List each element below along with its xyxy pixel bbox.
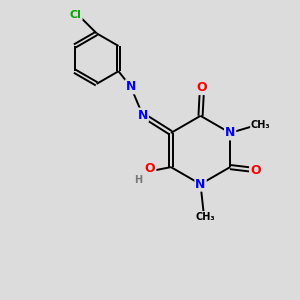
Text: CH₃: CH₃ xyxy=(195,212,215,222)
Text: O: O xyxy=(250,164,261,177)
Text: N: N xyxy=(126,80,136,93)
Text: O: O xyxy=(197,81,207,94)
Text: N: N xyxy=(137,109,148,122)
Text: Cl: Cl xyxy=(70,10,82,20)
Text: N: N xyxy=(225,126,235,140)
Text: CH₃: CH₃ xyxy=(251,121,271,130)
Text: H: H xyxy=(134,175,142,185)
Text: N: N xyxy=(195,178,206,191)
Text: O: O xyxy=(145,162,155,175)
